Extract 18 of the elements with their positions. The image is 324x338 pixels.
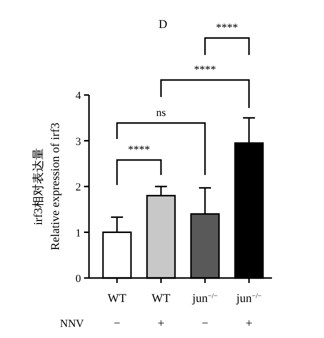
- y-tick-label: 0: [76, 273, 82, 285]
- text: −: [202, 316, 209, 330]
- x-tick-label: WT: [108, 291, 127, 305]
- annotation: ns: [156, 107, 166, 119]
- y-tick-label: 4: [76, 90, 82, 102]
- chart-title: D: [158, 17, 168, 31]
- text: +: [158, 316, 165, 330]
- x-tick-label: jun$^{−/−}$: [235, 291, 262, 305]
- x-tick-label: WT: [152, 291, 171, 305]
- text: +: [246, 316, 253, 330]
- y-tick-label: 1: [76, 227, 81, 240]
- text: NNV: [60, 318, 84, 330]
- y-tick-label: 3: [76, 136, 82, 148]
- annotation: ****: [128, 144, 150, 156]
- x-tick-label: jun$^{−/−}$: [191, 291, 218, 305]
- text: −: [114, 316, 121, 330]
- y-axis-title: irf3相对表达量 Relative expression of irf3: [31, 122, 62, 250]
- y-tick-label: 2: [76, 182, 81, 194]
